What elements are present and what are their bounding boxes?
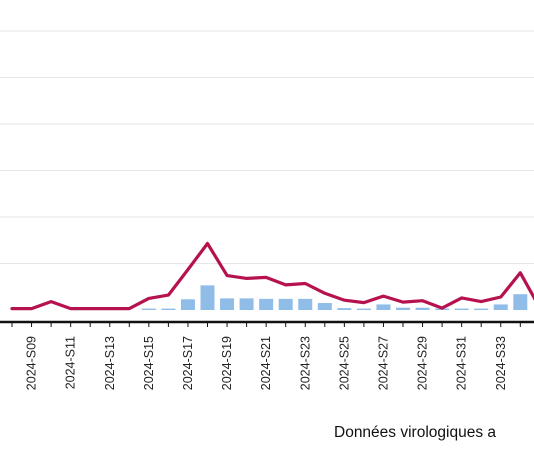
bar [240, 298, 254, 310]
x-tick-label: 2024-S17 [181, 336, 195, 390]
x-tick-label: 2024-S13 [103, 336, 117, 390]
gridlines [0, 31, 534, 264]
x-tick-label: 2024-S11 [64, 336, 78, 389]
bar [279, 299, 293, 310]
x-tick-label: 2024-S21 [259, 336, 273, 390]
bar [357, 309, 371, 310]
x-axis [0, 322, 534, 327]
x-tick-label: 2024-S23 [298, 336, 312, 390]
bar [513, 294, 527, 310]
x-tick-label: 2024-S15 [142, 336, 156, 390]
x-tick-label: 2024-S09 [25, 336, 39, 390]
bar [494, 304, 508, 310]
bar [318, 303, 332, 310]
bar [337, 308, 351, 310]
bar [376, 304, 390, 310]
x-tick-labels: 2024-S09 2024-S11 2024-S13 2024-S15 2024-S17… [25, 336, 534, 390]
bar [220, 298, 234, 310]
footer-note: Données virologiques a [334, 424, 496, 442]
bar [474, 309, 488, 310]
x-tick-label: 2024-S29 [416, 336, 430, 390]
bar [259, 299, 273, 310]
x-tick-label: 2024-S27 [376, 336, 390, 390]
bar [416, 308, 430, 310]
bar [298, 299, 312, 310]
bar [396, 308, 410, 310]
bar [181, 299, 195, 310]
x-tick-label: 2024-S19 [220, 336, 234, 390]
bar [161, 309, 175, 310]
x-tick-label: 2024-S33 [494, 336, 508, 390]
x-tick-label: 2024-S31 [455, 336, 469, 390]
bar [142, 309, 156, 310]
bar [455, 309, 469, 310]
bar [201, 285, 215, 310]
x-tick-label: 2024-S25 [337, 336, 351, 390]
line-path [12, 244, 534, 309]
